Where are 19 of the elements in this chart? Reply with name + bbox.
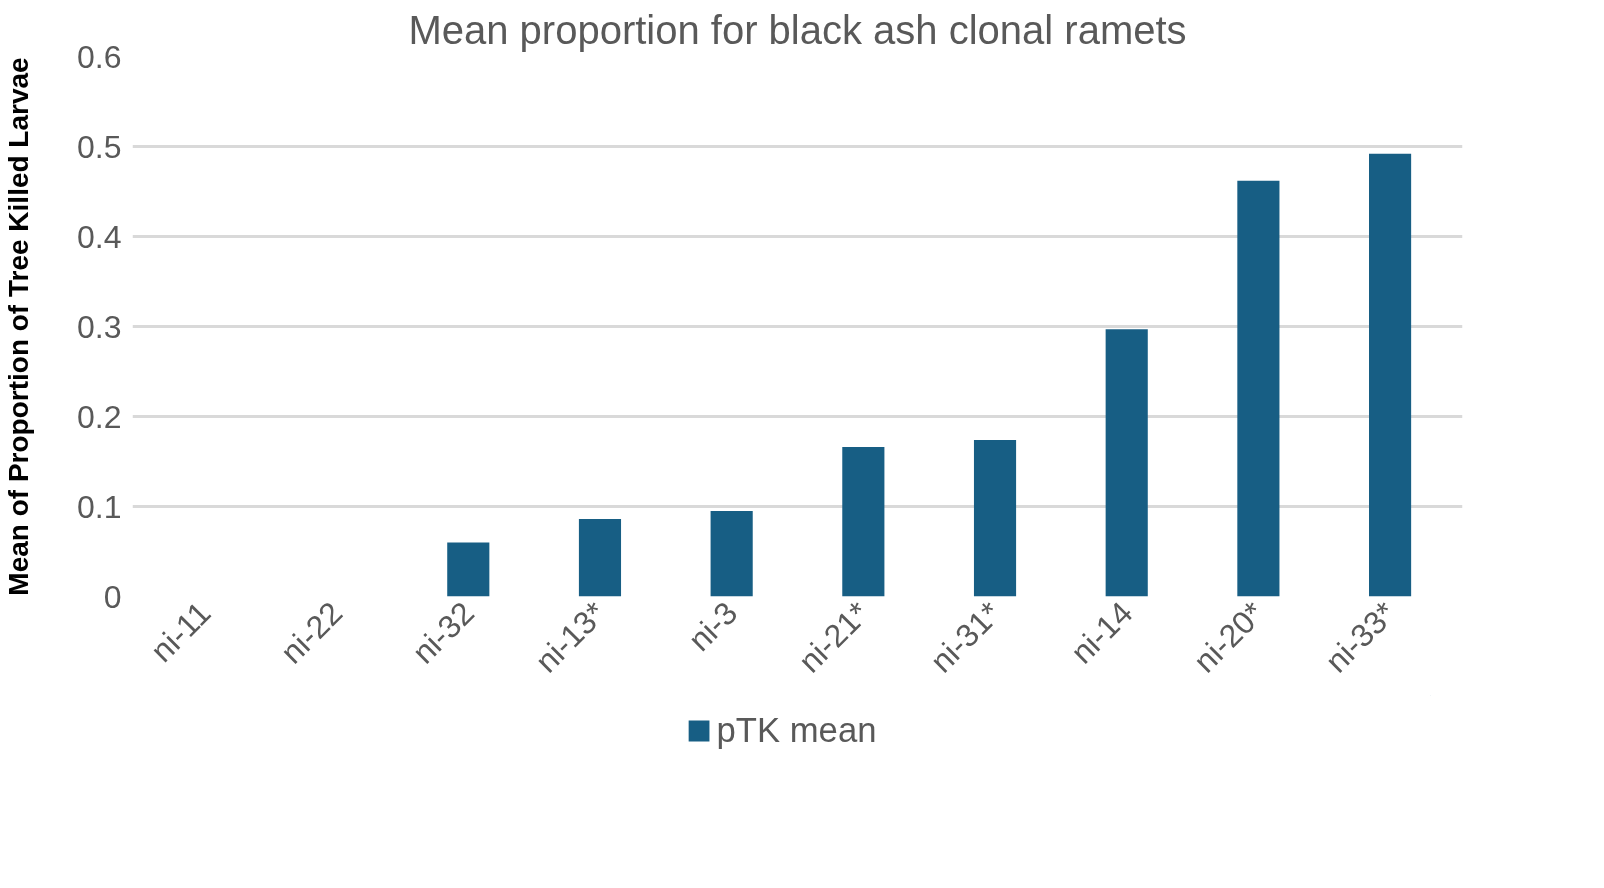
bar <box>710 511 753 597</box>
bar <box>578 519 622 597</box>
x-tick-label: ni-3 <box>681 594 745 658</box>
bar <box>842 447 885 597</box>
chart-title: Mean proportion for black ash clonal ramets <box>408 7 1187 52</box>
y-tick-label: 0 <box>103 578 122 615</box>
y-tick-label: 0.2 <box>77 398 122 435</box>
bar <box>447 542 490 597</box>
bar <box>1237 180 1280 597</box>
y-tick-label: 0.5 <box>77 128 122 165</box>
bar <box>1105 329 1148 597</box>
y-tick-label: 0.4 <box>77 218 122 255</box>
legend-label: pTK mean <box>716 710 877 750</box>
bar <box>1369 153 1412 597</box>
y-tick-label: 0.6 <box>77 38 122 75</box>
y-axis-title: Mean of Proportion of Tree Killed Larvae <box>3 57 35 596</box>
y-tick-label: 0.3 <box>77 308 122 345</box>
y-tick-label: 0.1 <box>77 488 122 525</box>
bar <box>973 439 1017 597</box>
